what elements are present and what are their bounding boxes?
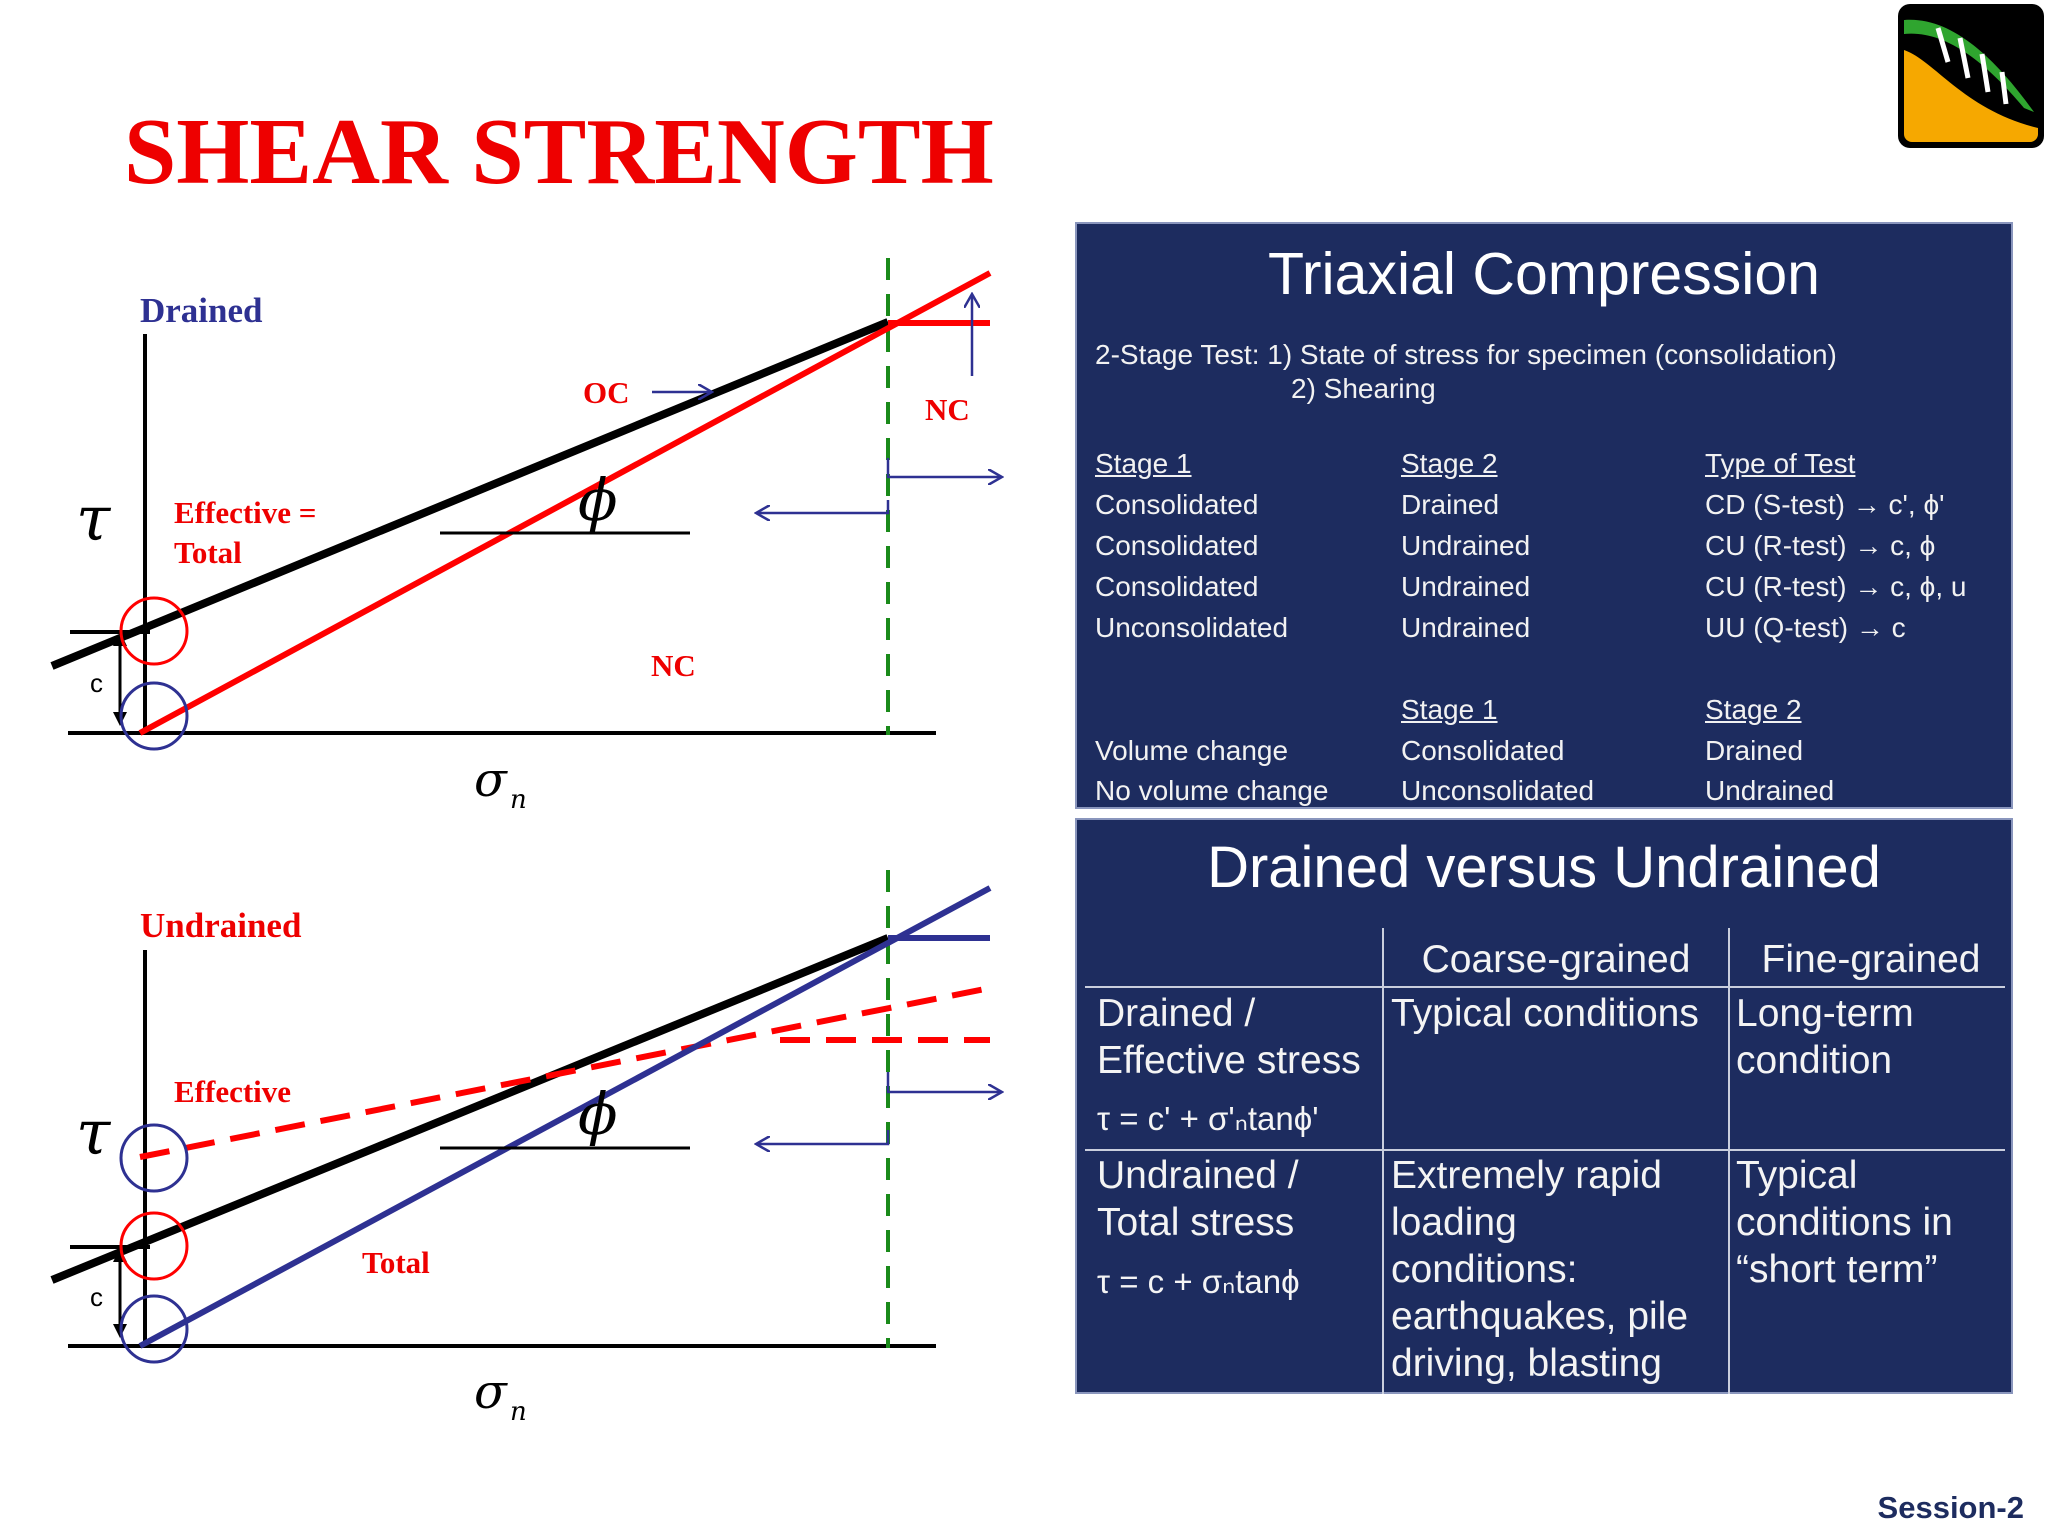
drained-oc-label: OC xyxy=(583,375,630,410)
row3-stage1: Consolidated xyxy=(1095,571,1259,602)
drained-nc-envelope xyxy=(138,270,992,736)
row2-stage1: Consolidated xyxy=(1095,530,1259,561)
undrained-oc-envelope xyxy=(50,934,890,1284)
undrained-sigma-symbol: σ xyxy=(474,1364,508,1420)
undrained-effective-circle xyxy=(119,1123,189,1193)
col-header-fine: Fine-grained xyxy=(1761,938,1981,981)
row3-stage2: Undrained xyxy=(1401,571,1531,602)
du-title: Drained versus Undrained xyxy=(1207,835,1881,900)
volume-row2-stage1: Unconsolidated xyxy=(1401,775,1595,806)
row1-formula: τ = c' + σ'ₙtanϕ' xyxy=(1097,1100,1319,1137)
drained-origin-circle xyxy=(119,681,189,751)
row4-stage2: Undrained xyxy=(1401,612,1531,643)
row1-label-line1: Drained / xyxy=(1097,992,1256,1035)
row2-label-line1: Undrained / xyxy=(1097,1154,1299,1197)
row2-stage2: Undrained xyxy=(1401,530,1531,561)
row1-coarse: Typical conditions xyxy=(1391,992,1699,1035)
undrained-total-envelope xyxy=(138,885,992,1349)
du-grid-hline1 xyxy=(1085,986,2005,988)
du-grid-vline1 xyxy=(1382,928,1384,1394)
undrained-unloading-arrow xyxy=(756,1130,890,1144)
volume-row2-stage2: Undrained xyxy=(1705,775,1835,806)
undrained-total-label: Total xyxy=(362,1245,430,1280)
undrained-phi-symbol: ϕ xyxy=(578,1080,618,1148)
drained-oc-envelope xyxy=(50,318,890,670)
row2-coarse-line1: Extremely rapid xyxy=(1391,1154,1662,1197)
row1-fine-line2: condition xyxy=(1736,1039,1893,1082)
drained-diagram: Drained c ϕ τ σ n OC NC NC Effective = xyxy=(50,258,1002,815)
drained-sigma-symbol: σ xyxy=(474,752,508,808)
drained-nc-label-mid: NC xyxy=(651,648,696,683)
row1-label-line2: Effective stress xyxy=(1097,1039,1361,1082)
row4-test: UU (Q-test) → c xyxy=(1705,612,1906,643)
row4-stage1: Unconsolidated xyxy=(1095,612,1289,643)
row2-coarse-line3: conditions: xyxy=(1391,1248,1578,1291)
row1-stage1: Consolidated xyxy=(1095,489,1259,520)
drained-tau-symbol: τ xyxy=(76,482,112,555)
row2-coarse-line4: earthquakes, pile xyxy=(1391,1295,1689,1338)
row2-test: CU (R-test) → c, ϕ xyxy=(1705,530,1936,561)
undrained-cohesion-circle xyxy=(119,1211,189,1281)
row2-label-line2: Total stress xyxy=(1097,1201,1295,1244)
undrained-diagram: Undrained c ϕ τ σ n Effective Total xyxy=(50,870,1002,1427)
drained-effective-label-line1: Effective = xyxy=(174,495,316,530)
volume-row1-label: Volume change xyxy=(1095,735,1289,766)
row2-formula: τ = c + σₙtanϕ xyxy=(1097,1263,1300,1300)
session-label: Session-2 xyxy=(1877,1490,2024,1525)
drained-nc-label-top: NC xyxy=(925,392,970,427)
header-type-of-test: Type of Test xyxy=(1705,448,1856,479)
row2-coarse-line2: loading xyxy=(1391,1201,1517,1244)
undrained-effective-label: Effective xyxy=(174,1074,291,1109)
slide-title: SHEAR STRENGTH xyxy=(124,100,994,204)
volume-row2-label: No volume change xyxy=(1095,775,1329,806)
drained-loading-arrow xyxy=(886,458,1002,477)
row1-stage2: Drained xyxy=(1401,489,1500,520)
drained-c-label: c xyxy=(90,668,103,698)
drained-sigma-subscript: n xyxy=(510,785,527,815)
undrained-label: Undrained xyxy=(140,906,302,945)
triaxial-title: Triaxial Compression xyxy=(1268,241,1820,307)
du-grid-hline2 xyxy=(1085,1149,2005,1151)
undrained-tau-symbol: τ xyxy=(76,1096,112,1169)
volume-header-stage2: Stage 2 xyxy=(1705,694,1802,725)
drained-label: Drained xyxy=(140,291,263,330)
drained-phi-symbol: ϕ xyxy=(578,466,618,534)
row2-fine-line3: “short term” xyxy=(1736,1248,1938,1291)
undrained-loading-arrow xyxy=(886,1072,1002,1092)
row1-test: CD (S-test) → c', ϕ' xyxy=(1705,489,1945,520)
row1-fine-line1: Long-term xyxy=(1736,992,1914,1035)
undrained-sigma-subscript: n xyxy=(510,1397,527,1427)
volume-header-stage1: Stage 1 xyxy=(1401,694,1498,725)
drained-effective-label-line2: Total xyxy=(174,535,242,570)
header-stage1: Stage 1 xyxy=(1095,448,1192,479)
row2-fine-line2: conditions in xyxy=(1736,1201,1953,1244)
undrained-origin-circle xyxy=(119,1294,189,1364)
du-grid-vline2 xyxy=(1728,928,1730,1394)
mohr-coulomb-diagrams: Drained c ϕ τ σ n OC NC NC Effective = xyxy=(50,258,1060,1427)
volume-row1-stage1: Consolidated xyxy=(1401,735,1565,766)
stage-test-line2: 2) Shearing xyxy=(1291,373,1436,404)
volume-row1-stage2: Drained xyxy=(1705,735,1804,766)
triaxial-compression-panel: Triaxial Compression 2-Stage Test: 1) St… xyxy=(1075,222,2013,809)
row2-coarse-line5: driving, blasting xyxy=(1391,1342,1662,1385)
drained-unloading-arrow xyxy=(756,500,890,513)
undrained-c-label: c xyxy=(90,1282,103,1312)
drained-vs-undrained-panel: Drained versus Undrained Coarse-grained … xyxy=(1075,818,2013,1394)
stage-test-line1: 2-Stage Test: 1) State of stress for spe… xyxy=(1095,339,1837,370)
slope-stability-logo-icon xyxy=(1898,4,2044,148)
row3-test: CU (R-test) → c, ϕ, u xyxy=(1705,571,1967,602)
drained-cohesion-circle xyxy=(119,596,189,666)
col-header-coarse: Coarse-grained xyxy=(1421,938,1691,981)
header-stage2: Stage 2 xyxy=(1401,448,1498,479)
row2-fine-line1: Typical xyxy=(1736,1154,1858,1197)
undrained-effective-envelope xyxy=(139,985,991,1160)
